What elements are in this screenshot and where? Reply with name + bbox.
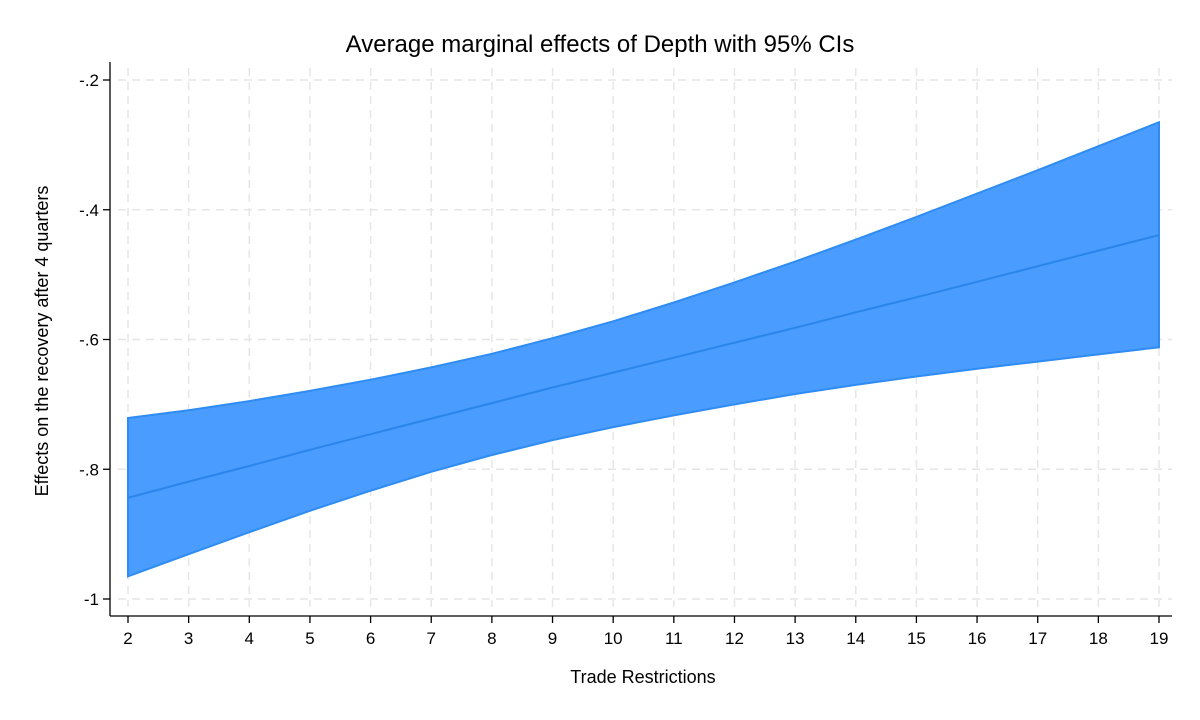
x-tick-label: 6 bbox=[366, 629, 375, 648]
x-tick-label: 5 bbox=[305, 629, 314, 648]
ci-band-area bbox=[127, 120, 1160, 578]
x-tick-label: 18 bbox=[1089, 629, 1108, 648]
x-tick-label: 7 bbox=[427, 629, 436, 648]
x-axis-title: Trade Restrictions bbox=[570, 667, 715, 687]
x-tick-label: 15 bbox=[907, 629, 926, 648]
axes: 2 3 4 5 6 7 8 9 10 11 12 13 14 15 16 17 18 19 -1 -.8 -.6 -.4 -… bbox=[79, 62, 1172, 648]
estimate-line bbox=[127, 234, 1160, 499]
x-tick-label: 2 bbox=[123, 629, 132, 648]
y-tick-label: -.4 bbox=[79, 201, 99, 220]
chart-title: Average marginal effects of Depth with 9… bbox=[346, 31, 855, 58]
x-tick-label: 3 bbox=[184, 629, 193, 648]
x-tick-label: 17 bbox=[1028, 629, 1047, 648]
x-tick-label: 9 bbox=[548, 629, 557, 648]
y-tick-label: -.2 bbox=[79, 71, 99, 90]
y-tick-label: -.8 bbox=[79, 460, 99, 479]
x-tick-label: 13 bbox=[786, 629, 805, 648]
estimate-series-line bbox=[127, 234, 1160, 499]
confidence-band bbox=[127, 120, 1160, 578]
x-tick-label: 10 bbox=[604, 629, 623, 648]
x-tick-label: 16 bbox=[968, 629, 987, 648]
x-tick-label: 12 bbox=[725, 629, 744, 648]
x-tick-label: 19 bbox=[1150, 629, 1169, 648]
y-tick-label: -1 bbox=[84, 590, 99, 609]
x-tick-label: 14 bbox=[846, 629, 865, 648]
y-axis-title: Effects on the recovery after 4 quarters bbox=[32, 186, 52, 497]
x-tick-label: 8 bbox=[487, 629, 496, 648]
x-tick-label: 4 bbox=[245, 629, 254, 648]
y-tick-label: -.6 bbox=[79, 331, 99, 350]
x-tick-label: 11 bbox=[665, 629, 683, 648]
